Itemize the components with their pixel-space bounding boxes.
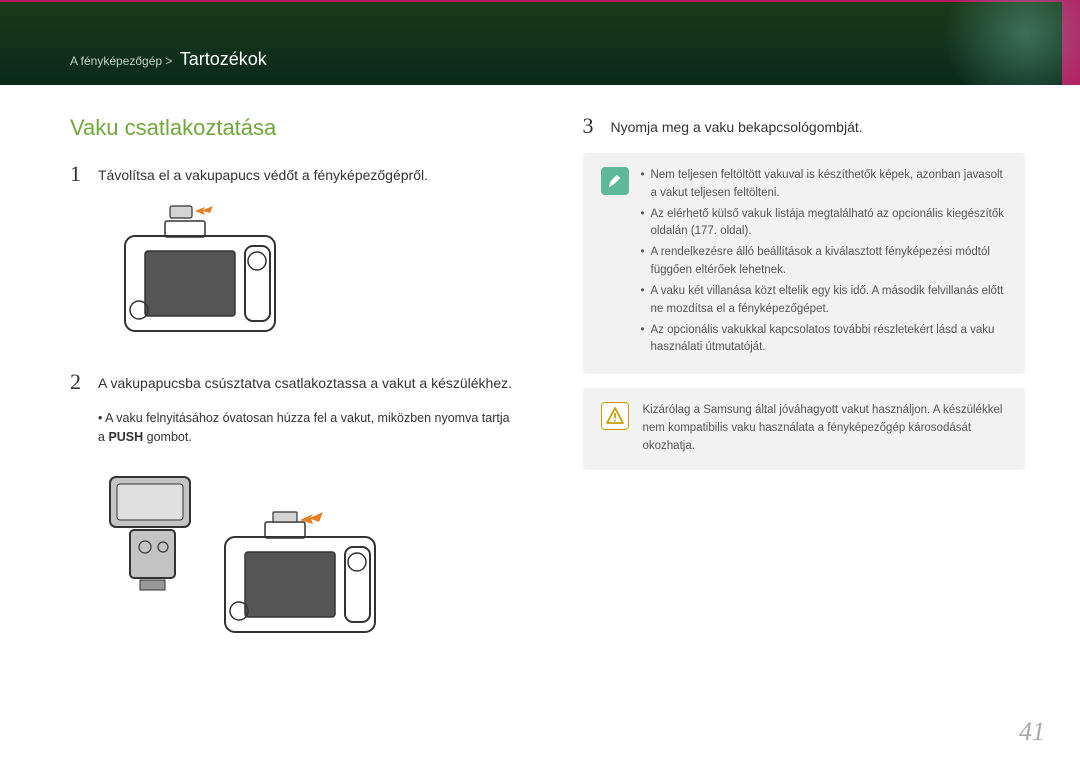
section-title: Vaku csatlakoztatása <box>70 115 513 141</box>
warning-callout: Kizárólag a Samsung által jóváhagyott va… <box>583 388 1026 469</box>
step-2-number: 2 <box>70 371 88 394</box>
step-2: 2 A vakupapucsba csúsztatva csatlakoztas… <box>70 371 513 394</box>
side-tab <box>1062 0 1080 85</box>
note-body: Nem teljesen feltöltött vakuval is készí… <box>641 167 1008 360</box>
step-3: 3 Nyomja meg a vaku bekapcsológombját. <box>583 115 1026 138</box>
warning-body: Kizárólag a Samsung által jóváhagyott va… <box>641 402 1008 455</box>
step-3-number: 3 <box>583 115 601 138</box>
step-1: 1 Távolítsa el a vakupapucs védőt a fény… <box>70 163 513 186</box>
step-2-sub-bullet: A vaku felnyitásához óvatosan húzza fel … <box>98 409 513 447</box>
note-list: Nem teljesen feltöltött vakuval is készí… <box>641 167 1008 357</box>
pen-icon <box>601 167 629 195</box>
breadcrumb-prefix: A fényképezőgép > <box>70 54 172 68</box>
figure-camera-remove-cover <box>95 201 513 341</box>
content-area: Vaku csatlakoztatása 1 Távolítsa el a va… <box>0 85 1080 677</box>
note-item-1: Az elérhető külső vakuk listája megtalál… <box>641 206 1008 242</box>
warning-icon <box>601 402 629 430</box>
step-2-sub-c: gombot. <box>143 430 192 444</box>
note-callout: Nem teljesen feltöltött vakuval is készí… <box>583 153 1026 374</box>
note-item-4: Az opcionális vakukkal kapcsolatos továb… <box>641 322 1008 358</box>
right-column: 3 Nyomja meg a vaku bekapcsológombját. N… <box>583 115 1026 677</box>
note-item-0: Nem teljesen feltöltött vakuval is készí… <box>641 167 1008 203</box>
note-item-3: A vaku két villanása közt eltelik egy ki… <box>641 283 1008 319</box>
figure-camera-attach-flash <box>95 462 513 647</box>
page-number: 41 <box>1019 717 1045 747</box>
page-header: A fényképezőgép > Tartozékok <box>0 0 1080 85</box>
breadcrumb-current: Tartozékok <box>180 49 267 69</box>
step-3-text: Nyomja meg a vaku bekapcsológombját. <box>611 115 863 138</box>
step-1-number: 1 <box>70 163 88 186</box>
step-1-text: Távolítsa el a vakupapucs védőt a fényké… <box>98 163 428 186</box>
breadcrumb: A fényképezőgép > Tartozékok <box>70 49 267 70</box>
step-2-sub-push: PUSH <box>108 430 143 444</box>
warning-text: Kizárólag a Samsung által jóváhagyott va… <box>641 402 1008 455</box>
note-item-2: A rendelkezésre álló beállítások a kivál… <box>641 244 1008 280</box>
left-column: Vaku csatlakoztatása 1 Távolítsa el a va… <box>70 115 513 677</box>
step-2-text: A vakupapucsba csúsztatva csatlakoztassa… <box>98 371 512 394</box>
